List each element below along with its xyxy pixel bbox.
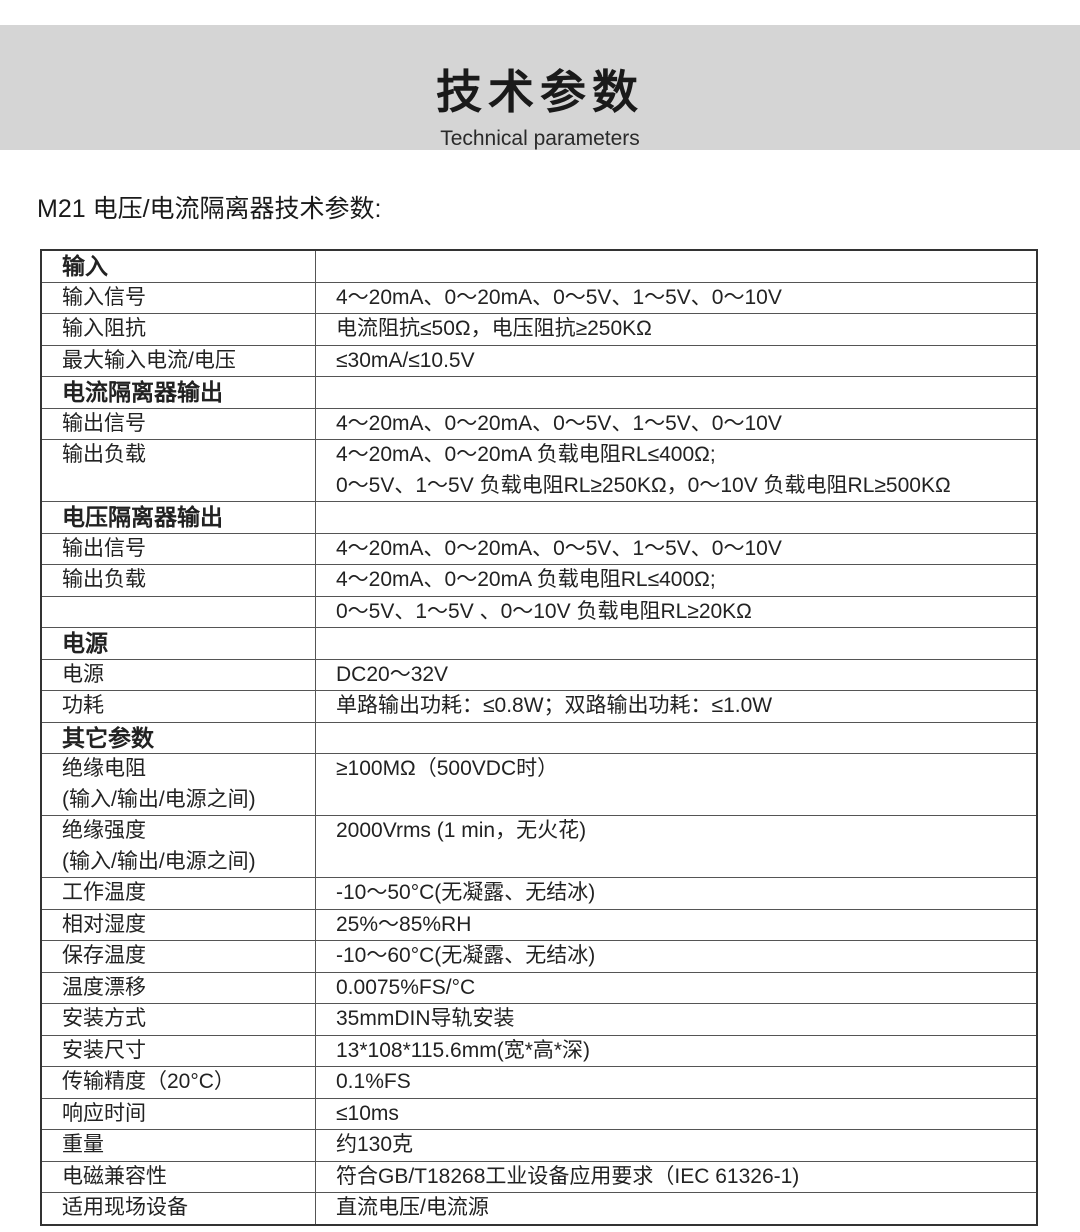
param-label (40, 595, 316, 628)
param-value: 25%～85%RH (315, 908, 1038, 941)
param-value: 单路输出功耗：≤0.8W；双路输出功耗：≤1.0W (315, 690, 1038, 723)
table-row: 温度漂移 0.0075%FS/°C (40, 971, 1038, 1004)
param-label: 相对湿度 (40, 908, 316, 941)
table-section-row: 电源 (40, 627, 1038, 660)
table-row: 相对湿度 25%～85%RH (40, 908, 1038, 941)
table-row: 输入信号 4～20mA、0～20mA、0～5V、1～5V、0～10V (40, 281, 1038, 314)
param-label: 输出负载 (40, 439, 316, 502)
table-row: 绝缘电阻 (输入/输出/电源之间) ≥100MΩ（500VDC时） (40, 753, 1038, 816)
table-row: 输出信号 4～20mA、0～20mA、0～5V、1～5V、0～10V (40, 407, 1038, 440)
table-row: 传输精度（20°C） 0.1%FS (40, 1066, 1038, 1099)
param-value: -10～60°C(无凝露、无结冰) (315, 940, 1038, 973)
param-value: ≤10ms (315, 1097, 1038, 1130)
table-row: 重量 约130克 (40, 1129, 1038, 1162)
param-value: 4～20mA、0～20mA 负载电阻RL≤400Ω; 0～5V、1～5V 负载电… (315, 439, 1038, 502)
table-row: 绝缘强度 (输入/输出/电源之间) 2000Vrms (1 min，无火花) (40, 815, 1038, 878)
param-label: 输入阻抗 (40, 313, 316, 346)
param-label: 电流隔离器输出 (40, 376, 316, 409)
param-label: 绝缘强度 (输入/输出/电源之间) (40, 815, 316, 878)
param-label: 其它参数 (40, 721, 316, 754)
table-row: 功耗 单路输出功耗：≤0.8W；双路输出功耗：≤1.0W (40, 690, 1038, 723)
param-label: 重量 (40, 1129, 316, 1162)
param-value: 直流电压/电流源 (315, 1192, 1038, 1225)
table-row: 安装方式 35mmDIN导轨安装 (40, 1003, 1038, 1036)
param-value: 35mmDIN导轨安装 (315, 1003, 1038, 1036)
table-row: 输出负载 4～20mA、0～20mA 负载电阻RL≤400Ω; (40, 564, 1038, 597)
param-value: DC20～32V (315, 658, 1038, 691)
param-label: 传输精度（20°C） (40, 1066, 316, 1099)
table-row: 保存温度 -10～60°C(无凝露、无结冰) (40, 940, 1038, 973)
param-label: 安装方式 (40, 1003, 316, 1036)
param-value (315, 376, 1038, 409)
param-label: 输出信号 (40, 532, 316, 565)
param-label: 保存温度 (40, 940, 316, 973)
param-value: 4～20mA、0～20mA 负载电阻RL≤400Ω; (315, 564, 1038, 597)
param-label: 电磁兼容性 (40, 1160, 316, 1193)
table-row: 0～5V、1～5V 、0～10V 负载电阻RL≥20KΩ (40, 595, 1038, 628)
table-row: 适用现场设备 直流电压/电流源 (40, 1192, 1038, 1225)
param-label: 安装尺寸 (40, 1034, 316, 1067)
param-label: 温度漂移 (40, 971, 316, 1004)
param-value: 4～20mA、0～20mA、0～5V、1～5V、0～10V (315, 281, 1038, 314)
param-value (315, 721, 1038, 754)
param-label: 工作温度 (40, 877, 316, 910)
table-section-row: 电流隔离器输出 (40, 376, 1038, 409)
param-label: 电源 (40, 627, 316, 660)
param-value: ≥100MΩ（500VDC时） (315, 753, 1038, 816)
spec-table: 输入 输入信号 4～20mA、0～20mA、0～5V、1～5V、0～10V 输入阻抗电… (40, 249, 1038, 1226)
table-section-row: 输入 (40, 249, 1038, 283)
table-row: 输出负载 4～20mA、0～20mA 负载电阻RL≤400Ω; 0～5V、1～5V… (40, 439, 1038, 502)
param-label: 适用现场设备 (40, 1192, 316, 1225)
param-value: 0.0075%FS/°C (315, 971, 1038, 1004)
param-label: 功耗 (40, 690, 316, 723)
param-value: 4～20mA、0～20mA、0～5V、1～5V、0～10V (315, 532, 1038, 565)
table-section-row: 其它参数 (40, 721, 1038, 754)
param-value (315, 249, 1038, 283)
param-label: 输出信号 (40, 407, 316, 440)
param-value (315, 627, 1038, 660)
table-row: 工作温度 -10～50°C(无凝露、无结冰) (40, 877, 1038, 910)
param-value: 电流阻抗≤50Ω，电压阻抗≥250KΩ (315, 313, 1038, 346)
param-value: -10～50°C(无凝露、无结冰) (315, 877, 1038, 910)
param-label: 电压隔离器输出 (40, 501, 316, 534)
param-label: 电源 (40, 658, 316, 691)
header-banner: 技术参数 Technical parameters (0, 25, 1080, 150)
param-value: 符合GB/T18268工业设备应用要求（IEC 61326-1) (315, 1160, 1038, 1193)
table-row: 最大输入电流/电压 ≤30mA/≤10.5V (40, 344, 1038, 377)
param-value: 2000Vrms (1 min，无火花) (315, 815, 1038, 878)
param-label: 输入 (40, 249, 316, 283)
param-value: 约130克 (315, 1129, 1038, 1162)
section-heading: M21 电压/电流隔离器技术参数: (37, 195, 382, 223)
param-label: 绝缘电阻 (输入/输出/电源之间) (40, 753, 316, 816)
param-label: 输入信号 (40, 281, 316, 314)
param-label: 响应时间 (40, 1097, 316, 1130)
table-section-row: 电压隔离器输出 (40, 501, 1038, 534)
param-label: 输出负载 (40, 564, 316, 597)
table-row: 响应时间 ≤10ms (40, 1097, 1038, 1130)
page-subtitle: Technical parameters (440, 127, 640, 150)
param-value: ≤30mA/≤10.5V (315, 344, 1038, 377)
table-row: 电磁兼容性 符合GB/T18268工业设备应用要求（IEC 61326-1) (40, 1160, 1038, 1193)
table-row: 电源 DC20～32V (40, 658, 1038, 691)
table-row: 输入阻抗 电流阻抗≤50Ω，电压阻抗≥250KΩ (40, 313, 1038, 346)
param-value: 0～5V、1～5V 、0～10V 负载电阻RL≥20KΩ (315, 595, 1038, 628)
page-title: 技术参数 (436, 66, 644, 118)
param-value: 0.1%FS (315, 1066, 1038, 1099)
table-row: 输出信号 4～20mA、0～20mA、0～5V、1～5V、0～10V (40, 532, 1038, 565)
param-label: 最大输入电流/电压 (40, 344, 316, 377)
param-value (315, 501, 1038, 534)
param-value: 13*108*115.6mm(宽*高*深) (315, 1034, 1038, 1067)
table-row: 安装尺寸 13*108*115.6mm(宽*高*深) (40, 1034, 1038, 1067)
param-value: 4～20mA、0～20mA、0～5V、1～5V、0～10V (315, 407, 1038, 440)
